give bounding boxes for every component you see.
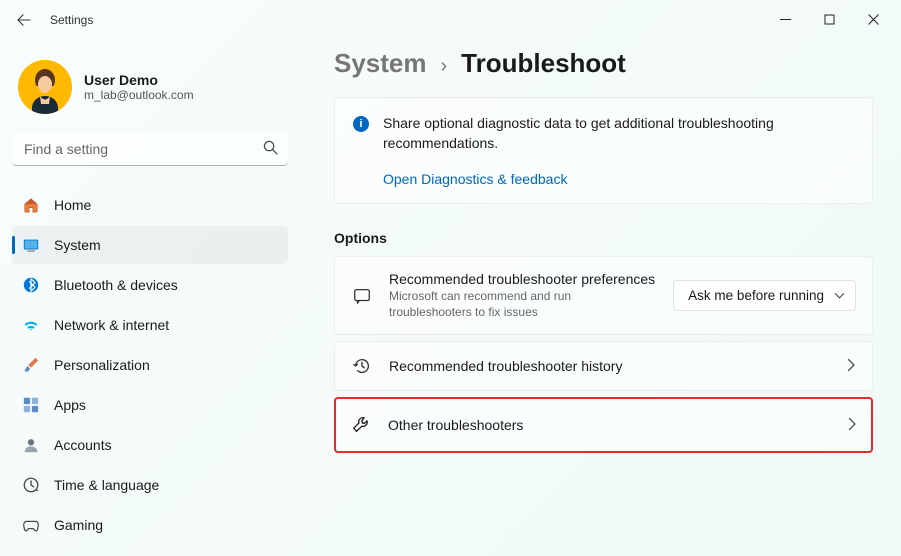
minimize-button[interactable] bbox=[763, 4, 807, 34]
nav-item-home[interactable]: Home bbox=[12, 186, 288, 224]
nav-item-system[interactable]: System bbox=[12, 226, 288, 264]
gaming-icon bbox=[22, 516, 40, 534]
nav-item-label: Accounts bbox=[54, 437, 112, 453]
nav-list: Home System Bluetooth & devices Network & i… bbox=[12, 186, 288, 556]
search-container bbox=[12, 132, 288, 166]
profile-block[interactable]: User Demo m_lab@outlook.com bbox=[12, 52, 288, 132]
nav-item-apps[interactable]: Apps bbox=[12, 386, 288, 424]
accounts-icon bbox=[22, 436, 40, 454]
chevron-right-icon bbox=[847, 417, 857, 434]
nav-item-label: Gaming bbox=[54, 517, 103, 533]
nav-item-label: Home bbox=[54, 197, 91, 213]
option-title: Recommended troubleshooter preferences bbox=[389, 271, 657, 287]
diagnostics-feedback-link[interactable]: Open Diagnostics & feedback bbox=[383, 171, 854, 187]
avatar bbox=[18, 60, 72, 114]
nav-item-label: Personalization bbox=[54, 357, 150, 373]
user-name: User Demo bbox=[84, 72, 194, 88]
history-icon bbox=[351, 356, 373, 376]
bluetooth-icon bbox=[22, 276, 40, 294]
wifi-icon bbox=[22, 316, 40, 334]
option-title: Recommended troubleshooter history bbox=[389, 358, 830, 374]
chevron-right-icon bbox=[846, 358, 856, 375]
info-banner: i Share optional diagnostic data to get … bbox=[334, 97, 873, 204]
window-controls bbox=[763, 4, 895, 34]
close-icon bbox=[868, 14, 879, 25]
back-button[interactable] bbox=[8, 4, 40, 36]
nav-item-gaming[interactable]: Gaming bbox=[12, 506, 288, 544]
info-banner-text: Share optional diagnostic data to get ad… bbox=[383, 114, 854, 153]
close-button[interactable] bbox=[851, 4, 895, 34]
nav-item-accounts[interactable]: Accounts bbox=[12, 426, 288, 464]
back-arrow-icon bbox=[17, 13, 31, 27]
option-subtitle: Microsoft can recommend and run troubles… bbox=[389, 289, 629, 320]
nav-item-bluetooth[interactable]: Bluetooth & devices bbox=[12, 266, 288, 304]
search-input[interactable] bbox=[12, 132, 288, 166]
system-icon bbox=[22, 236, 40, 254]
apps-icon bbox=[22, 396, 40, 414]
maximize-button[interactable] bbox=[807, 4, 851, 34]
title-bar: Settings bbox=[0, 0, 901, 40]
sidebar: User Demo m_lab@outlook.com Home System Bl… bbox=[0, 40, 300, 556]
avatar-icon bbox=[18, 60, 72, 114]
options-heading: Options bbox=[334, 230, 873, 246]
option-chat[interactable]: Recommended troubleshooter preferences Mi… bbox=[334, 256, 873, 335]
breadcrumb: System › Troubleshoot bbox=[334, 48, 873, 79]
option-title: Other troubleshooters bbox=[388, 417, 831, 433]
user-email: m_lab@outlook.com bbox=[84, 88, 194, 102]
nav-item-label: Time & language bbox=[54, 477, 159, 493]
breadcrumb-parent[interactable]: System bbox=[334, 48, 427, 79]
nav-item-label: Apps bbox=[54, 397, 86, 413]
troubleshooter-pref-dropdown[interactable]: Ask me before running bbox=[673, 280, 856, 311]
wrench-icon bbox=[350, 415, 372, 435]
nav-item-label: Bluetooth & devices bbox=[54, 277, 178, 293]
option-history[interactable]: Recommended troubleshooter history bbox=[334, 341, 873, 391]
option-body: Recommended troubleshooter preferences Mi… bbox=[389, 271, 657, 320]
breadcrumb-separator-icon: › bbox=[441, 55, 448, 78]
chevron-down-icon bbox=[834, 288, 845, 303]
nav-item-label: System bbox=[54, 237, 101, 253]
home-icon bbox=[22, 196, 40, 214]
content-area: System › Troubleshoot i Share optional d… bbox=[300, 40, 901, 556]
dropdown-value: Ask me before running bbox=[688, 288, 824, 303]
nav-item-wifi[interactable]: Network & internet bbox=[12, 306, 288, 344]
nav-item-label: Network & internet bbox=[54, 317, 169, 333]
option-wrench[interactable]: Other troubleshooters bbox=[334, 397, 873, 453]
options-list: Recommended troubleshooter preferences Mi… bbox=[334, 256, 873, 453]
nav-item-brush[interactable]: Personalization bbox=[12, 346, 288, 384]
nav-item-time[interactable]: Time & language bbox=[12, 466, 288, 504]
option-body: Other troubleshooters bbox=[388, 417, 831, 433]
minimize-icon bbox=[780, 14, 791, 25]
search-icon bbox=[263, 140, 278, 158]
maximize-icon bbox=[824, 14, 835, 25]
breadcrumb-current: Troubleshoot bbox=[461, 48, 626, 79]
time-icon bbox=[22, 476, 40, 494]
chat-icon bbox=[351, 286, 373, 306]
brush-icon bbox=[22, 356, 40, 374]
info-icon: i bbox=[353, 116, 369, 132]
app-title: Settings bbox=[50, 13, 93, 27]
option-body: Recommended troubleshooter history bbox=[389, 358, 830, 374]
